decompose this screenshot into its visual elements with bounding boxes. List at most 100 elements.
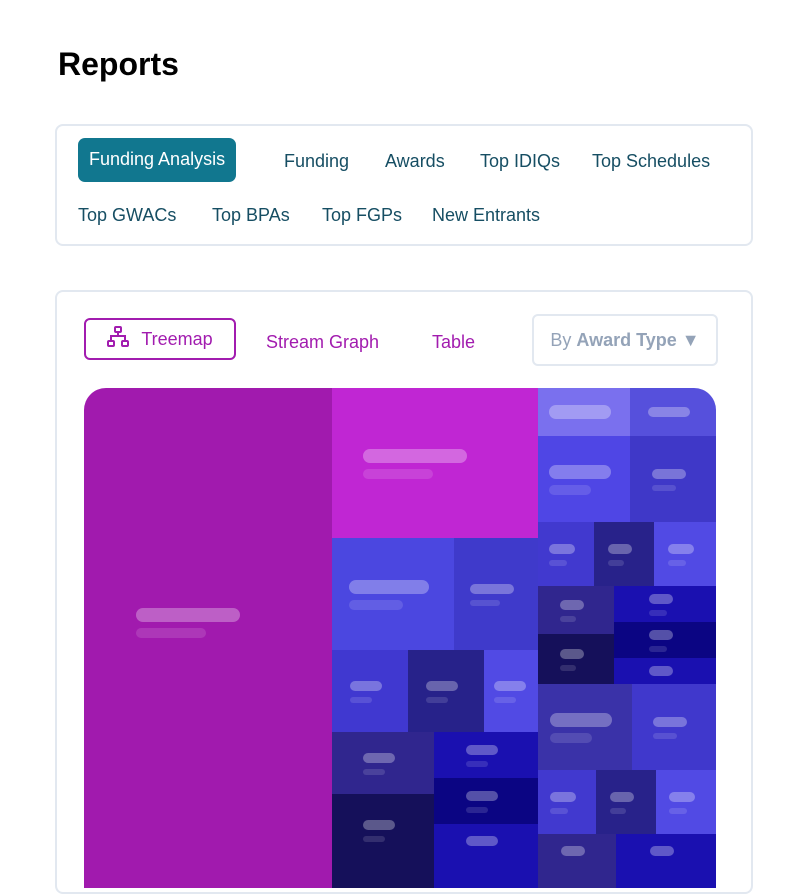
label-placeholder — [669, 792, 695, 802]
sublabel-placeholder — [653, 733, 677, 739]
group-by-value: Award Type — [576, 329, 677, 350]
treemap-cell[interactable] — [538, 834, 616, 888]
sublabel-placeholder — [610, 808, 626, 814]
treemap-cell[interactable] — [84, 388, 332, 888]
caret-down-icon: ▼ — [681, 329, 700, 350]
sublabel-placeholder — [350, 697, 372, 703]
treemap-cell[interactable] — [538, 522, 594, 586]
label-placeholder — [550, 792, 576, 802]
label-placeholder — [610, 792, 634, 802]
group-by-prefix: By — [550, 329, 572, 350]
tab-awards[interactable]: Awards — [385, 151, 445, 171]
tab-top-bpas[interactable]: Top BPAs — [212, 205, 290, 225]
label-placeholder — [653, 717, 687, 727]
treemap-cell[interactable] — [614, 586, 716, 622]
sublabel-placeholder — [363, 836, 385, 842]
label-placeholder — [668, 544, 694, 554]
treemap-cell[interactable] — [614, 658, 716, 684]
treemap-cell[interactable] — [434, 732, 538, 778]
sublabel-placeholder — [470, 600, 500, 606]
tab-top-schedules[interactable]: Top Schedules — [592, 151, 711, 171]
treemap-cell[interactable] — [408, 650, 484, 732]
label-placeholder — [608, 544, 632, 554]
label-placeholder — [549, 465, 611, 479]
label-placeholder — [648, 407, 690, 417]
label-placeholder — [350, 681, 382, 691]
tab-new-entrants[interactable]: New Entrants — [432, 205, 541, 225]
hierarchy-icon — [107, 325, 130, 353]
sublabel-placeholder — [549, 485, 591, 495]
sublabel-placeholder — [668, 560, 686, 566]
treemap-cell[interactable] — [632, 684, 716, 770]
treemap-cell[interactable] — [614, 622, 716, 658]
treemap-cell[interactable] — [454, 538, 538, 650]
treemap-cell[interactable] — [616, 834, 716, 888]
treemap-cell[interactable] — [538, 436, 630, 522]
sublabel-placeholder — [349, 600, 403, 610]
tab-top-idiqs[interactable]: Top IDIQs — [480, 151, 561, 171]
tab-funding[interactable]: Funding — [284, 151, 350, 171]
label-placeholder — [561, 846, 585, 856]
treemap-cell[interactable] — [538, 388, 630, 436]
view-tab-table[interactable]: Table — [432, 332, 476, 352]
sublabel-placeholder — [494, 697, 516, 703]
treemap — [84, 388, 716, 888]
treemap-cell[interactable] — [332, 388, 538, 538]
treemap-cell[interactable] — [434, 824, 538, 888]
tab-top-fgps[interactable]: Top FGPs — [322, 205, 403, 225]
sublabel-placeholder — [560, 616, 576, 622]
label-placeholder — [470, 584, 514, 594]
label-placeholder — [426, 681, 458, 691]
treemap-cell[interactable] — [656, 770, 716, 834]
treemap-cell[interactable] — [630, 388, 716, 436]
treemap-cell[interactable] — [484, 650, 538, 732]
view-tab-treemap-label: Treemap — [141, 328, 213, 349]
sublabel-placeholder — [426, 697, 448, 703]
label-placeholder — [649, 630, 673, 640]
report-tabs-card: Funding Analysis Funding Awards Top IDIQ… — [55, 124, 753, 246]
label-placeholder — [363, 449, 467, 463]
label-placeholder — [652, 469, 686, 479]
sublabel-placeholder — [549, 560, 567, 566]
treemap-cell[interactable] — [596, 770, 656, 834]
treemap-cell[interactable] — [332, 732, 434, 794]
label-placeholder — [549, 405, 611, 419]
treemap-cell[interactable] — [594, 522, 654, 586]
treemap-cell[interactable] — [630, 436, 716, 522]
label-placeholder — [560, 649, 584, 659]
sublabel-placeholder — [649, 646, 667, 652]
page-title: Reports — [58, 46, 179, 82]
label-placeholder — [550, 713, 612, 727]
view-tab-stream-graph[interactable]: Stream Graph — [266, 332, 380, 352]
treemap-cell[interactable] — [332, 794, 434, 888]
sublabel-placeholder — [466, 807, 488, 813]
label-placeholder — [349, 580, 429, 594]
treemap-cell[interactable] — [654, 522, 716, 586]
sublabel-placeholder — [649, 610, 667, 616]
sublabel-placeholder — [669, 808, 687, 814]
label-placeholder — [560, 600, 584, 610]
tab-top-gwacs[interactable]: Top GWACs — [78, 205, 177, 225]
group-by-dropdown[interactable]: By Award Type ▼ — [532, 314, 718, 366]
label-placeholder — [649, 594, 673, 604]
tab-funding-analysis[interactable]: Funding Analysis — [78, 138, 237, 182]
sublabel-placeholder — [560, 665, 576, 671]
treemap-cell[interactable] — [538, 634, 614, 684]
label-placeholder — [494, 681, 526, 691]
treemap-cell[interactable] — [538, 684, 632, 770]
treemap-cell[interactable] — [538, 586, 614, 634]
treemap-cell[interactable] — [538, 770, 596, 834]
treemap-cell[interactable] — [434, 778, 538, 824]
label-placeholder — [466, 745, 498, 755]
label-placeholder — [466, 836, 498, 846]
treemap-cell[interactable] — [332, 538, 454, 650]
label-placeholder — [363, 753, 395, 763]
label-placeholder — [649, 666, 673, 676]
label-placeholder — [363, 820, 395, 830]
label-placeholder — [549, 544, 575, 554]
sublabel-placeholder — [363, 769, 385, 775]
sublabel-placeholder — [652, 485, 676, 491]
treemap-cell[interactable] — [332, 650, 408, 732]
view-tab-treemap[interactable]: Treemap — [84, 318, 236, 360]
sublabel-placeholder — [136, 628, 206, 638]
